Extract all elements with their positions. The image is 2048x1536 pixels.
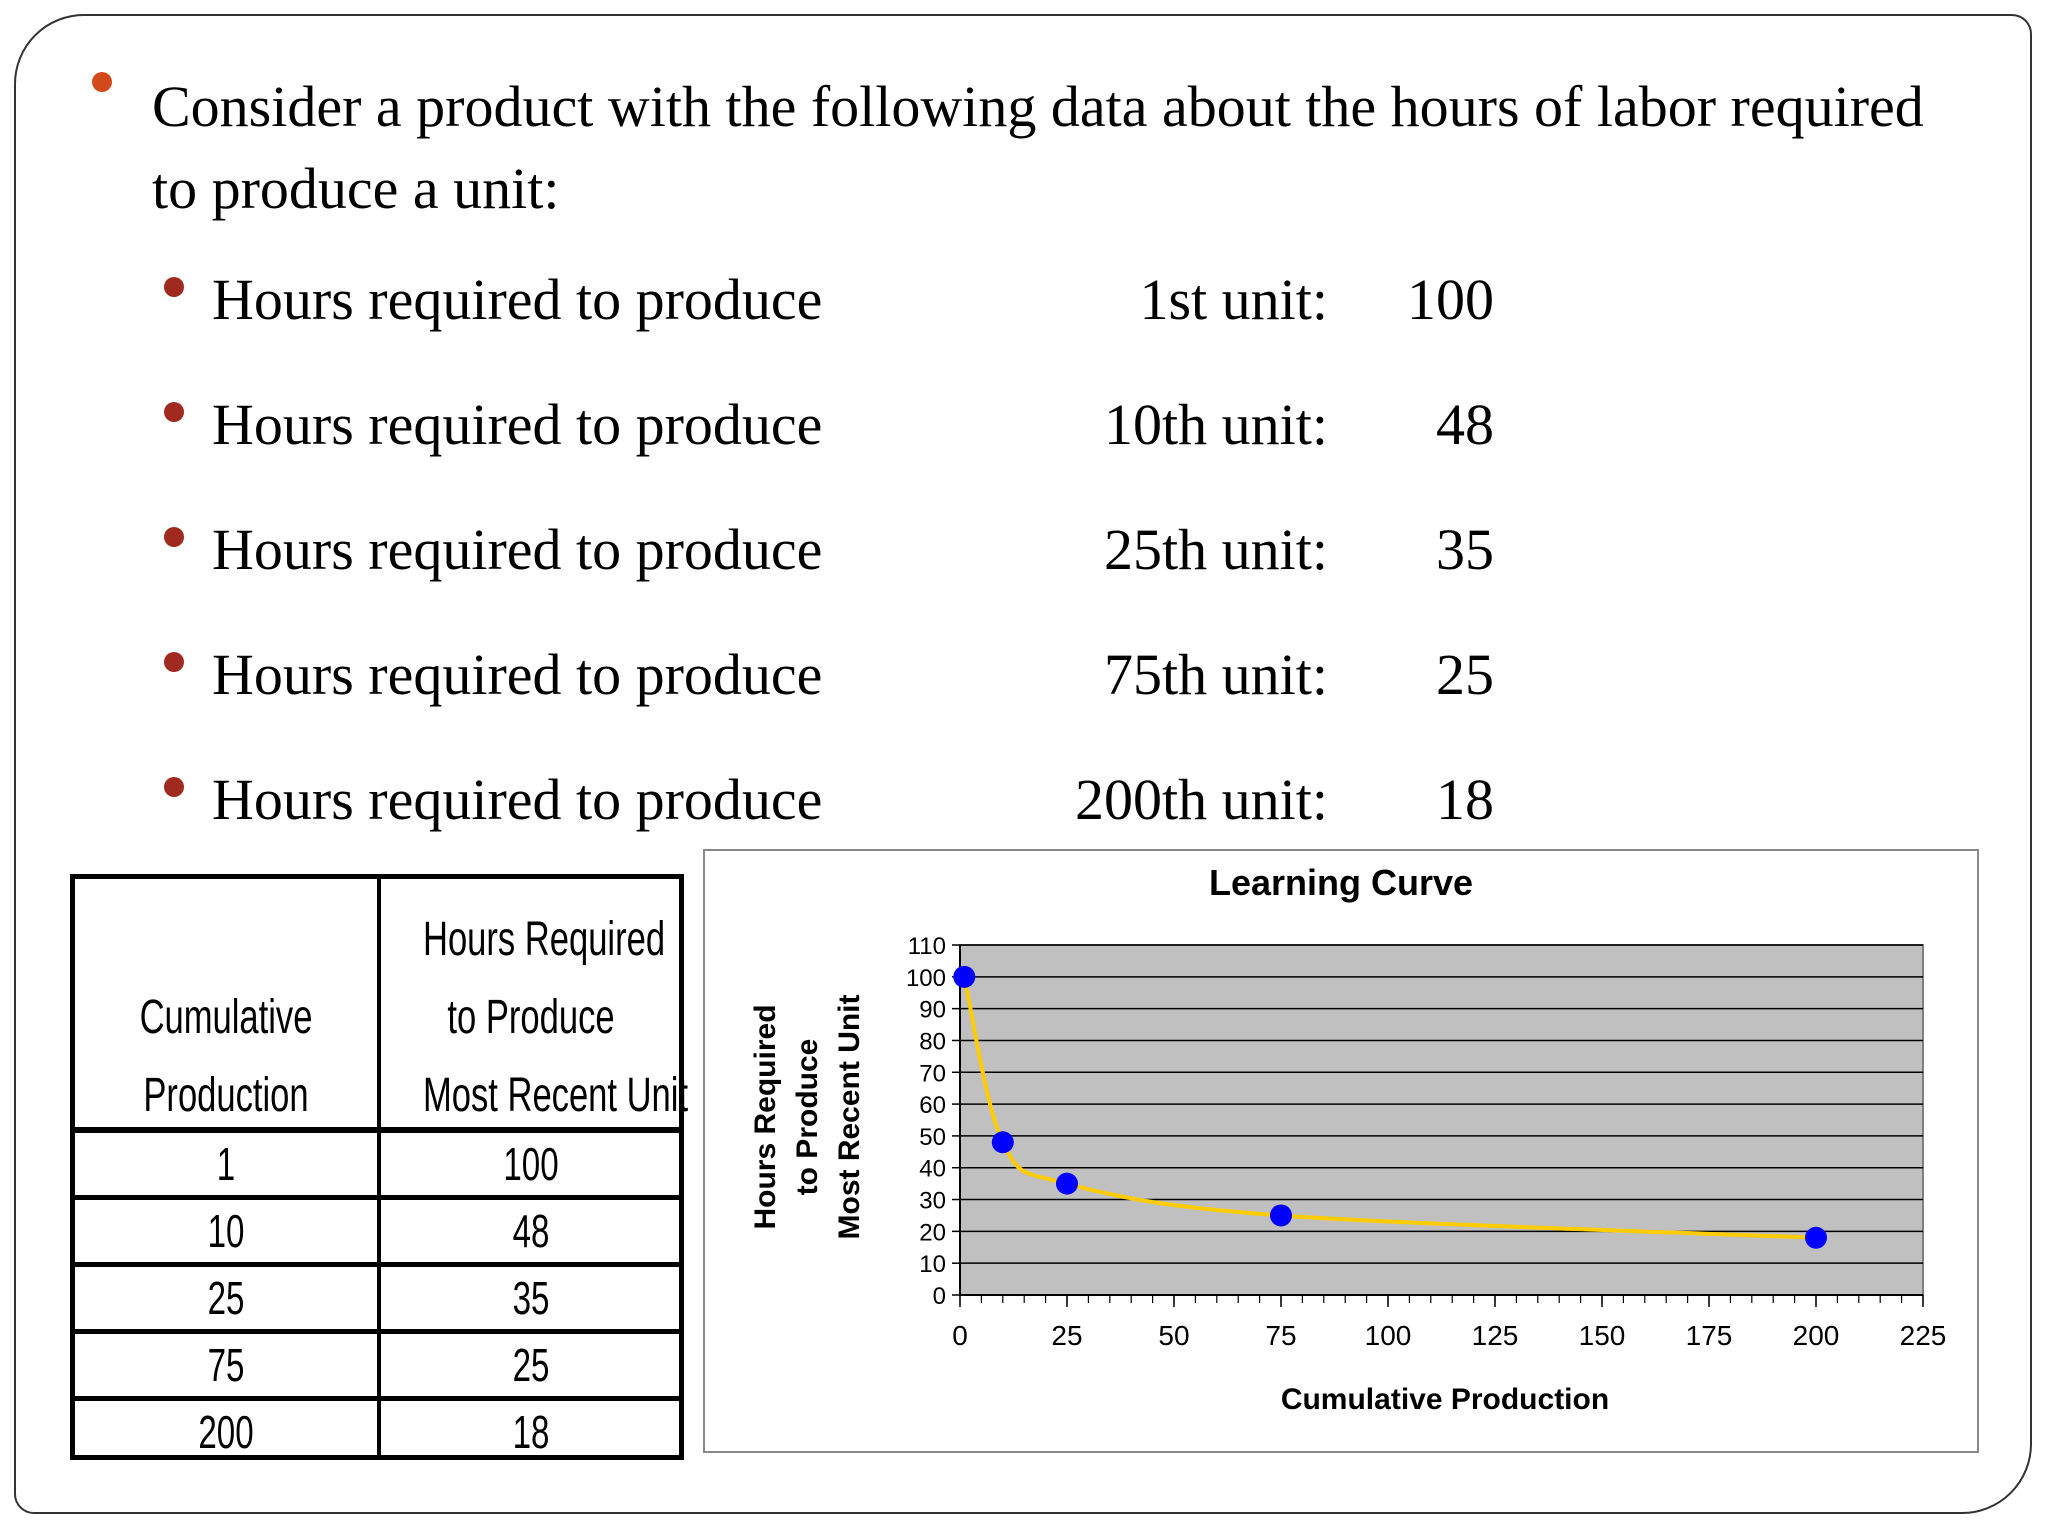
sub-bullet-value: 35 xyxy=(1436,517,1494,582)
sub-bullet-value: 100 xyxy=(1407,267,1494,332)
sub-bullet-label: Hours required to produce xyxy=(212,517,823,582)
learning-curve-line xyxy=(962,976,1817,1240)
y-axis-label-line: Most Recent Unit xyxy=(833,994,866,1239)
y-tick-label: 20 xyxy=(919,1219,946,1246)
header-line: Hours Required xyxy=(423,913,666,966)
table-cell: 48 xyxy=(512,1205,550,1257)
sub-bullet-item: Hours required to produce 25th unit: 35 xyxy=(164,505,1494,630)
slide-frame xyxy=(14,14,2032,1514)
sub-bullet-value: 48 xyxy=(1436,392,1494,457)
table-row: 200 18 xyxy=(75,1401,679,1468)
bullet-dot-icon xyxy=(164,652,184,672)
sub-bullet-unit: 75th unit: xyxy=(1104,642,1328,707)
sub-bullet-unit: 10th unit: xyxy=(1104,392,1328,457)
bullet-dot-icon xyxy=(164,402,184,422)
x-tick-label: 25 xyxy=(1051,1320,1082,1351)
table-cell: 200 xyxy=(198,1406,254,1458)
sub-bullet-item: Hours required to produce 200th unit: 18 xyxy=(164,755,1494,880)
chart-svg: Learning Curve Hours Required to Produce… xyxy=(749,862,1947,1416)
header-cumulative-production: Cumulative Production xyxy=(117,979,334,1135)
y-tick-label: 80 xyxy=(919,1028,946,1055)
bullet-dot-icon xyxy=(92,72,112,92)
y-tick-label: 90 xyxy=(919,997,946,1024)
bullet-dot-icon xyxy=(164,777,184,797)
chart-title: Learning Curve xyxy=(1209,862,1473,903)
y-tick-label: 0 xyxy=(933,1283,946,1310)
bullet-dot-icon xyxy=(164,527,184,547)
sub-bullet-label: Hours required to produce xyxy=(212,642,823,707)
table-cell: 25 xyxy=(512,1339,550,1391)
y-tick-label: 60 xyxy=(919,1092,946,1119)
table-cell: 25 xyxy=(207,1272,245,1324)
data-point xyxy=(1270,1204,1292,1227)
x-tick-label: 100 xyxy=(1365,1320,1412,1351)
y-tick-label: 100 xyxy=(906,965,946,992)
table-cell: 75 xyxy=(207,1339,245,1391)
sub-bullet-unit: 200th unit: xyxy=(1075,767,1328,832)
plot-area xyxy=(959,944,1924,1296)
table-header: Cumulative Production Hours Required to … xyxy=(75,879,689,1135)
y-axis-label-line: to Produce xyxy=(791,1039,824,1196)
sub-bullet-label: Hours required to produce xyxy=(212,767,823,832)
y-axis-label: Hours Required to Produce Most Recent Un… xyxy=(749,994,866,1239)
bullet-dot-icon xyxy=(164,277,184,297)
header-line: Cumulative xyxy=(139,991,313,1044)
table-cell: 10 xyxy=(207,1205,245,1257)
table-cell: 18 xyxy=(512,1406,550,1458)
data-point xyxy=(991,1131,1014,1154)
sub-bullet-item: Hours required to produce 10th unit: 48 xyxy=(164,380,1494,505)
x-tick-label: 50 xyxy=(1158,1320,1189,1351)
main-bullet-text: Consider a product with the following da… xyxy=(152,74,1924,221)
x-tick-label: 150 xyxy=(1579,1320,1626,1351)
x-tick-label: 175 xyxy=(1686,1320,1733,1351)
sub-bullet-label: Hours required to produce xyxy=(212,267,823,332)
sub-bullet-item: Hours required to produce 75th unit: 25 xyxy=(164,630,1494,755)
y-tick-label: 50 xyxy=(919,1124,946,1151)
y-tick-label: 70 xyxy=(919,1060,946,1087)
sub-bullet-label: Hours required to produce xyxy=(212,392,823,457)
table-cell: 100 xyxy=(503,1138,559,1190)
header-hours-required: Hours Required to Produce Most Recent Un… xyxy=(423,901,689,1135)
learning-curve-chart: Learning Curve Hours Required to Produce… xyxy=(703,849,1979,1453)
table-divider xyxy=(377,879,381,1455)
sub-bullet-unit: 1st unit: xyxy=(1139,267,1328,332)
x-tick-label: 225 xyxy=(1900,1320,1947,1351)
main-bullet: Consider a product with the following da… xyxy=(92,66,1972,230)
x-tick-label: 0 xyxy=(952,1320,968,1351)
y-tick-label: 110 xyxy=(908,933,946,960)
data-point xyxy=(1056,1172,1078,1195)
header-line: Most Recent Unit xyxy=(423,1069,689,1122)
header-line: to Produce xyxy=(447,991,615,1044)
x-axis-label: Cumulative Production xyxy=(1281,1383,1609,1416)
x-tick-label: 75 xyxy=(1265,1320,1296,1351)
sub-bullet-value: 18 xyxy=(1436,767,1494,832)
data-table: Cumulative Production Hours Required to … xyxy=(70,874,689,1460)
y-axis-label-line: Hours Required xyxy=(749,1004,782,1229)
sub-bullet-item: Hours required to produce 1st unit: 100 xyxy=(164,255,1494,380)
data-point xyxy=(953,965,976,988)
y-tick-label: 10 xyxy=(919,1251,946,1278)
table-cell: 35 xyxy=(512,1272,550,1324)
data-point xyxy=(1805,1226,1827,1249)
table-cell: 1 xyxy=(216,1138,236,1190)
header-line: Production xyxy=(143,1069,309,1122)
sub-bullet-list: Hours required to produce 1st unit: 100 … xyxy=(164,255,1494,880)
y-tick-label: 40 xyxy=(919,1156,946,1183)
y-tick-label: 30 xyxy=(919,1188,946,1215)
sub-bullet-value: 25 xyxy=(1436,642,1494,707)
x-tick-label: 200 xyxy=(1793,1320,1840,1351)
sub-bullet-unit: 25th unit: xyxy=(1104,517,1328,582)
x-tick-label: 125 xyxy=(1472,1320,1519,1351)
